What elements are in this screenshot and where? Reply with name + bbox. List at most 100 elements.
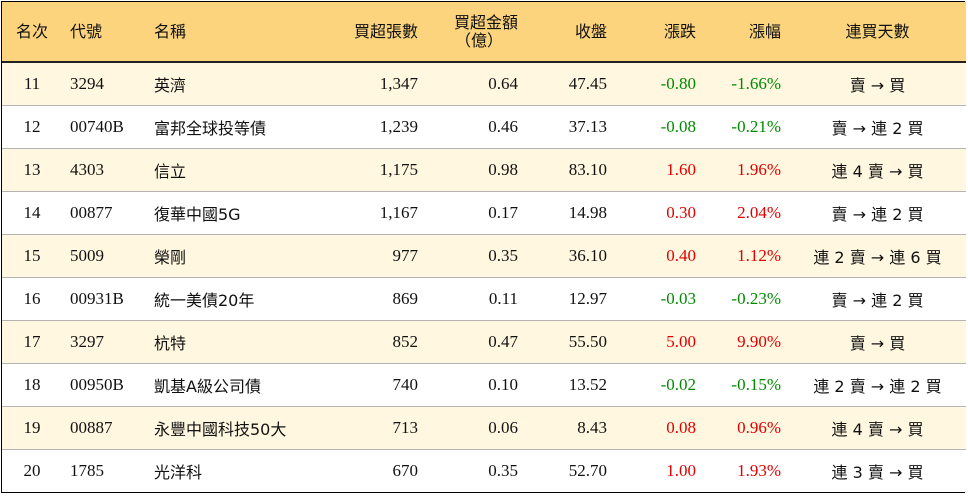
header-rank: 名次 xyxy=(15,21,48,41)
net-lots-cell: 1,239 xyxy=(379,116,418,136)
streak-cell: 連 3 賣 → 買 xyxy=(831,462,924,482)
net-lots-cell: 1,167 xyxy=(379,202,418,222)
streak-cell: 連 2 賣 → 連 2 買 xyxy=(813,376,942,396)
net-amount-cell: 0.35 xyxy=(488,245,518,265)
rank-cell: 18 xyxy=(23,374,41,394)
header-close: 收盤 xyxy=(574,21,607,41)
table-body: 11 3294 英濟 1,347 0.64 47.45 -0.80 -1.66% 賣 → 買 12… xyxy=(2,62,966,492)
net-lots-cell: 852 xyxy=(392,331,419,351)
streak-cell: 連 4 賣 → 買 xyxy=(831,419,924,439)
change-cell: 0.40 xyxy=(666,245,696,265)
net-amount-cell: 0.06 xyxy=(488,417,518,437)
table-row: 11 3294 英濟 1,347 0.64 47.45 -0.80 -1.66% 賣 → 買 xyxy=(2,62,966,105)
name-cell: 富邦全球投等債 xyxy=(154,118,267,138)
header-net-amount: 買超金額 （億） xyxy=(426,2,526,62)
rank-cell: 12 xyxy=(23,116,41,136)
pct-cell: 2.04% xyxy=(737,202,781,222)
header-change: 漲跌 xyxy=(663,21,696,41)
table-row: 12 00740B 富邦全球投等債 1,239 0.46 37.13 -0.08 -0.21%… xyxy=(2,105,966,148)
code-cell: 00887 xyxy=(70,417,113,437)
pct-cell: -1.66% xyxy=(731,73,781,93)
net-lots-cell: 740 xyxy=(392,374,419,394)
net-lots-cell: 869 xyxy=(392,288,419,308)
pct-cell: 1.96% xyxy=(737,159,781,179)
streak-cell: 賣 → 連 2 買 xyxy=(831,204,924,224)
rank-cell: 20 xyxy=(23,460,41,480)
net-lots-cell: 1,175 xyxy=(379,159,418,179)
code-cell: 3297 xyxy=(70,331,104,351)
name-cell: 統一美債20年 xyxy=(154,290,255,310)
table-header-row: 名次 代號 名稱 買超張數 買超金額 （億） 收盤 漲跌 漲幅 連買天數 xyxy=(2,2,966,62)
net-amount-cell: 0.11 xyxy=(488,288,518,308)
header-name: 名稱 xyxy=(154,21,187,41)
pct-cell: -0.21% xyxy=(731,116,781,136)
close-cell: 83.10 xyxy=(568,159,607,179)
pct-cell: 1.12% xyxy=(737,245,781,265)
close-cell: 14.98 xyxy=(568,202,607,222)
header-net-lots: 買超張數 xyxy=(353,21,418,41)
close-cell: 8.43 xyxy=(577,417,607,437)
name-cell: 光洋科 xyxy=(154,462,203,482)
rank-cell: 14 xyxy=(23,202,41,222)
pct-cell: -0.15% xyxy=(731,374,781,394)
change-cell: 5.00 xyxy=(666,331,696,351)
close-cell: 36.10 xyxy=(568,245,607,265)
name-cell: 榮剛 xyxy=(154,247,187,267)
streak-cell: 賣 → 買 xyxy=(849,75,906,95)
table-row: 17 3297 杭特 852 0.47 55.50 5.00 9.90% 賣 → 買 xyxy=(2,320,966,363)
change-cell: -0.02 xyxy=(660,374,696,394)
net-lots-cell: 1,347 xyxy=(379,73,418,93)
net-lots-cell: 670 xyxy=(392,460,419,480)
change-cell: -0.08 xyxy=(660,116,696,136)
pct-cell: 1.93% xyxy=(737,460,781,480)
close-cell: 55.50 xyxy=(568,331,607,351)
change-cell: 0.08 xyxy=(666,417,696,437)
header-pct: 漲幅 xyxy=(748,21,781,41)
net-amount-cell: 0.35 xyxy=(488,460,518,480)
net-amount-cell: 0.46 xyxy=(488,116,518,136)
rank-cell: 19 xyxy=(23,417,41,437)
net-amount-cell: 0.10 xyxy=(488,374,518,394)
streak-cell: 連 4 賣 → 買 xyxy=(831,161,924,181)
name-cell: 英濟 xyxy=(154,75,187,95)
net-lots-cell: 977 xyxy=(392,245,419,265)
net-amount-cell: 0.98 xyxy=(488,159,518,179)
table-row: 19 00887 永豐中國科技50大 713 0.06 8.43 0.08 0.96% 連 4 … xyxy=(2,406,966,449)
header-net-amount-line2: （億） xyxy=(454,30,503,50)
streak-cell: 賣 → 連 2 買 xyxy=(831,290,924,310)
header-code: 代號 xyxy=(70,21,103,41)
code-cell: 00740B xyxy=(70,116,124,136)
change-cell: -0.03 xyxy=(660,288,696,308)
name-cell: 凱基A級公司債 xyxy=(154,376,261,396)
net-amount-cell: 0.17 xyxy=(488,202,518,222)
code-cell: 00931B xyxy=(70,288,124,308)
rank-cell: 15 xyxy=(23,245,41,265)
name-cell: 永豐中國科技50大 xyxy=(154,419,287,439)
close-cell: 12.97 xyxy=(568,288,607,308)
net-lots-cell: 713 xyxy=(392,417,419,437)
code-cell: 4303 xyxy=(70,159,104,179)
code-cell: 00950B xyxy=(70,374,124,394)
name-cell: 復華中國5G xyxy=(154,204,241,224)
rank-cell: 17 xyxy=(23,331,41,351)
code-cell: 00877 xyxy=(70,202,113,222)
close-cell: 37.13 xyxy=(568,116,607,136)
net-amount-cell: 0.64 xyxy=(488,73,518,93)
table-row: 18 00950B 凱基A級公司債 740 0.10 13.52 -0.02 -0.15% 連 … xyxy=(2,363,966,406)
pct-cell: 9.90% xyxy=(737,331,781,351)
code-cell: 1785 xyxy=(70,460,104,480)
table-row: 15 5009 榮剛 977 0.35 36.10 0.40 1.12% 連 2 賣 → 連 6… xyxy=(2,234,966,277)
streak-cell: 賣 → 連 2 買 xyxy=(831,118,924,138)
close-cell: 52.70 xyxy=(568,460,607,480)
table-row: 20 1785 光洋科 670 0.35 52.70 1.00 1.93% 連 3 賣 → 買 xyxy=(2,449,966,492)
table-row: 16 00931B 統一美債20年 869 0.11 12.97 -0.03 -0.23% 賣 … xyxy=(2,277,966,320)
name-cell: 信立 xyxy=(154,161,187,181)
streak-cell: 賣 → 買 xyxy=(849,333,906,353)
header-net-amount-line1: 買超金額 xyxy=(453,12,518,32)
change-cell: 0.30 xyxy=(666,202,696,222)
name-cell: 杭特 xyxy=(154,333,187,353)
streak-cell: 連 2 賣 → 連 6 買 xyxy=(813,247,942,267)
change-cell: 1.60 xyxy=(666,159,696,179)
